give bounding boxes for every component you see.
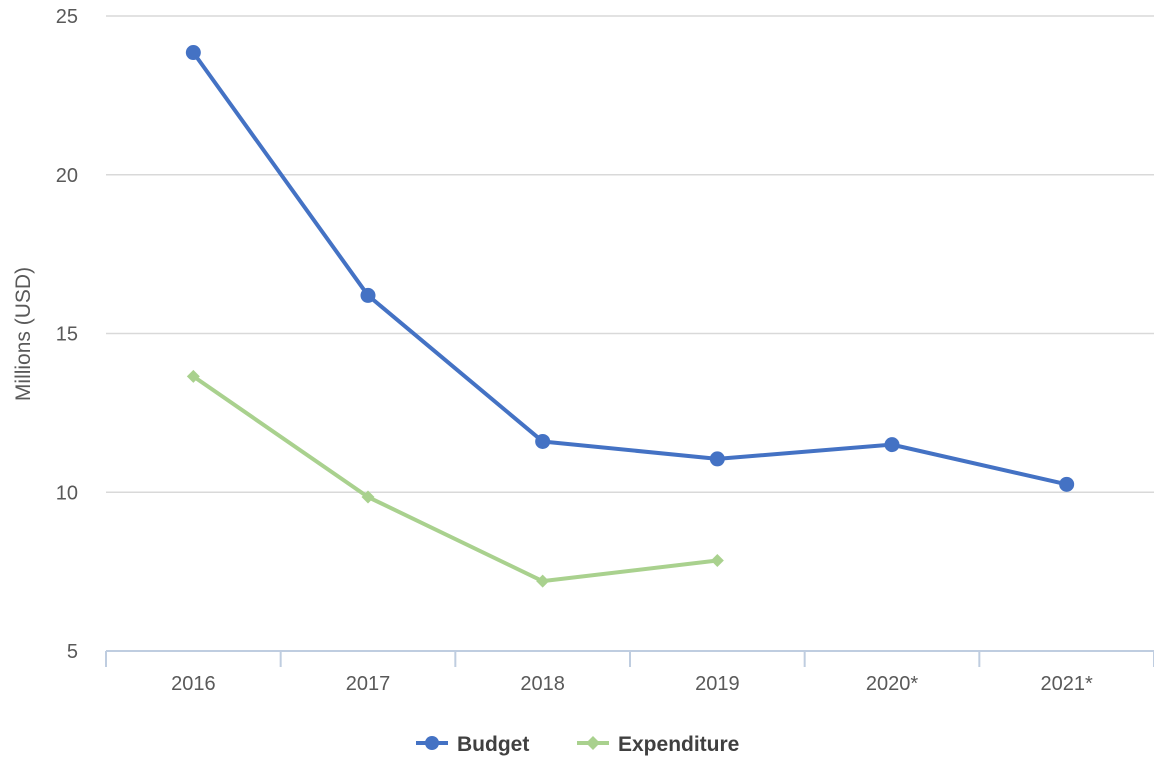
- x-tick-label: 2018: [520, 673, 565, 695]
- x-tick-label: 2017: [346, 673, 391, 695]
- gridlines: [106, 15, 1154, 493]
- series-line-budget: [191, 51, 1068, 487]
- x-tick-label: 2020*: [866, 673, 918, 695]
- data-point-budget: [360, 287, 376, 303]
- data-point-budget: [884, 437, 900, 453]
- legend-budget-label: Budget: [457, 733, 529, 756]
- data-point-budget: [709, 451, 725, 467]
- y-tick-label: 5: [67, 641, 78, 663]
- y-tick-label: 10: [56, 482, 78, 504]
- legend-expenditure-label: Expenditure: [618, 733, 739, 756]
- x-tick-label: 2021*: [1041, 673, 1093, 695]
- data-point-budget: [185, 45, 201, 61]
- legend-expenditure-marker-icon: [586, 736, 600, 750]
- data-point-budget: [535, 433, 551, 449]
- data-point-expenditure: [186, 369, 200, 383]
- series-layer: [185, 45, 1075, 588]
- legend: Budget Expenditure: [416, 733, 739, 756]
- y-axis-tick-labels: 5 10 15 20 25: [56, 6, 78, 663]
- x-tick-label: 2016: [171, 673, 216, 695]
- x-axis: 2016 2017 2018 2019 2020* 2021*: [105, 650, 1154, 695]
- series-line-expenditure: [192, 374, 718, 584]
- y-tick-label: 15: [56, 324, 78, 346]
- legend-item-budget: Budget: [416, 733, 529, 756]
- data-point-expenditure: [536, 574, 550, 588]
- x-tick-label: 2019: [695, 673, 740, 695]
- series-budget: [185, 45, 1075, 492]
- data-point-budget: [1059, 476, 1075, 492]
- legend-budget-marker-icon: [425, 736, 439, 750]
- legend-item-expenditure: Expenditure: [577, 733, 739, 756]
- data-point-expenditure: [710, 554, 724, 568]
- y-tick-label: 20: [56, 165, 78, 187]
- y-axis-title: Millions (USD): [12, 267, 35, 401]
- series-expenditure: [186, 369, 724, 588]
- data-point-expenditure: [361, 490, 375, 504]
- y-tick-label: 25: [56, 6, 78, 28]
